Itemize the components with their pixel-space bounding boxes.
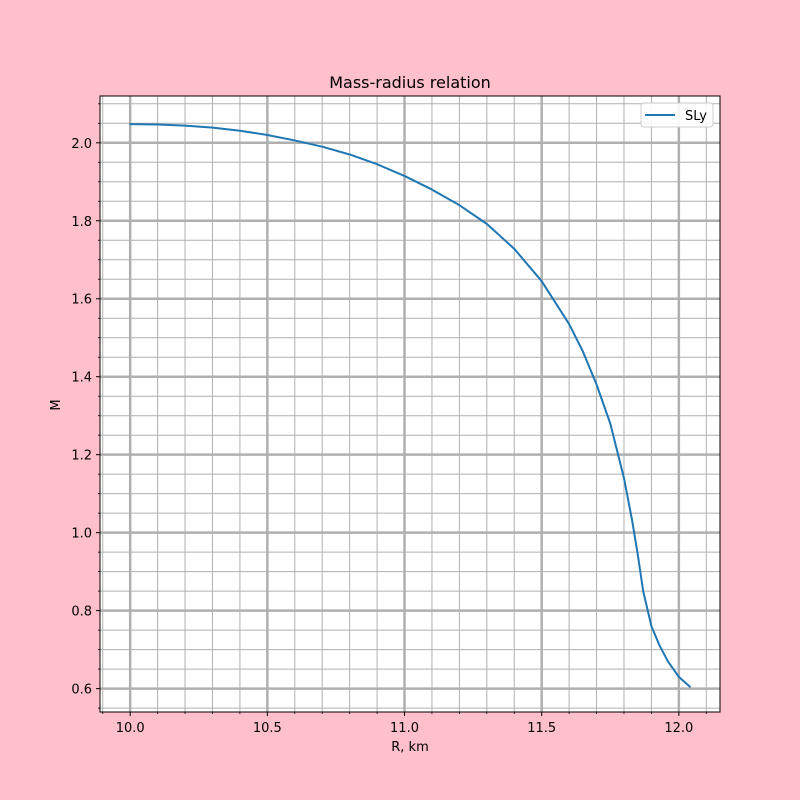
y-tick-label: 1.6 <box>71 293 92 308</box>
y-tick-label: 1.0 <box>71 527 92 542</box>
series-line-sly <box>129 123 691 688</box>
minor-grid <box>100 96 720 712</box>
y-tick-label: 1.4 <box>71 371 92 386</box>
y-tick-label: 1.2 <box>71 449 92 464</box>
legend: SLy <box>640 102 714 128</box>
x-tick-label: 12.0 <box>664 721 693 736</box>
x-tick-label: 10.5 <box>253 721 282 736</box>
x-tick-label: 11.0 <box>390 721 419 736</box>
plot-frame <box>99 95 721 713</box>
y-axis-label: M <box>49 399 64 410</box>
y-tick-label: 0.6 <box>71 683 92 698</box>
x-tick-label: 11.5 <box>527 721 556 736</box>
series-layer <box>129 123 691 688</box>
legend-label-sly: SLy <box>685 109 707 124</box>
y-tick-label: 1.8 <box>71 215 92 230</box>
x-axis-label: R, km <box>391 740 429 755</box>
legend-box <box>640 102 714 128</box>
x-tick-label: 10.0 <box>116 721 145 736</box>
y-tick-label: 0.8 <box>71 605 92 620</box>
plot-area <box>100 96 720 712</box>
y-tick-label: 2.0 <box>71 137 92 152</box>
axis-ticks: 10.0 10.5 11.0 11.5 12.0 0.6 0.8 1.0 1.2 1.4 1.6 1.… <box>71 103 707 736</box>
major-grid <box>100 96 720 712</box>
chart-title: Mass-radius relation <box>329 73 491 92</box>
